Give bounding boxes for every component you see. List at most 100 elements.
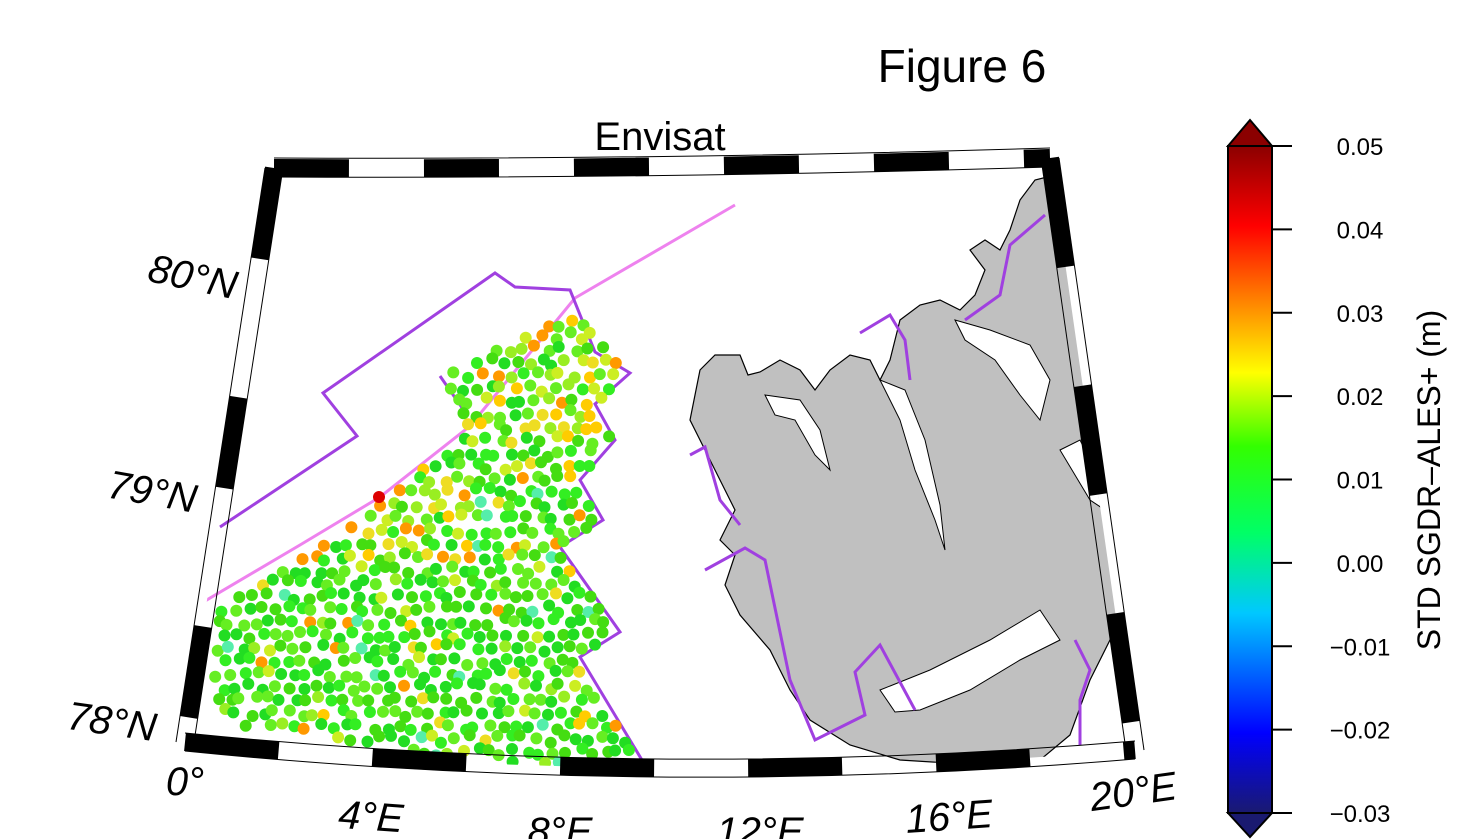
data-point xyxy=(414,678,426,691)
data-point xyxy=(572,434,585,447)
data-point xyxy=(465,528,478,541)
data-point xyxy=(395,536,408,548)
data-point xyxy=(513,495,526,508)
data-point xyxy=(281,629,294,642)
data-point xyxy=(362,694,375,707)
data-point xyxy=(264,644,276,657)
data-point xyxy=(415,731,428,744)
data-point xyxy=(484,566,497,579)
data-point xyxy=(315,718,328,730)
data-point xyxy=(419,590,432,603)
data-point xyxy=(379,561,392,573)
data-point xyxy=(480,527,493,540)
data-point xyxy=(323,671,336,683)
data-point xyxy=(285,615,298,628)
data-point xyxy=(530,679,542,692)
data-point xyxy=(333,679,346,692)
data-point xyxy=(382,538,395,551)
data-point xyxy=(521,590,534,602)
data-point xyxy=(408,628,421,640)
data-point xyxy=(491,729,504,742)
data-point xyxy=(418,484,431,497)
data-point xyxy=(211,644,224,657)
region-outline-mid xyxy=(689,444,742,526)
region-outline-southeast xyxy=(1073,639,1092,745)
data-point xyxy=(317,554,330,567)
data-point xyxy=(228,682,241,695)
data-point xyxy=(479,463,492,476)
data-point xyxy=(471,383,484,396)
data-point xyxy=(543,599,556,612)
data-point xyxy=(304,603,317,616)
data-point xyxy=(371,682,384,695)
data-point xyxy=(557,421,570,434)
lat-label-78: 78°N xyxy=(64,694,159,750)
data-point xyxy=(437,550,449,563)
data-point xyxy=(293,654,306,667)
data-point xyxy=(513,729,526,742)
data-point xyxy=(421,548,434,561)
data-point xyxy=(523,693,536,706)
data-point xyxy=(584,444,597,457)
data-point xyxy=(474,417,487,430)
colorbar-tick-label: 0.01 xyxy=(1337,468,1384,495)
data-point xyxy=(471,357,483,369)
data-point xyxy=(375,591,388,604)
data-point xyxy=(564,326,577,339)
data-point xyxy=(266,573,279,586)
data-point xyxy=(394,665,407,678)
colorbar-tick-label: −0.03 xyxy=(1330,801,1391,828)
data-point xyxy=(215,605,228,618)
data-point xyxy=(412,524,425,537)
data-point xyxy=(507,667,520,680)
data-point xyxy=(577,354,590,367)
data-point xyxy=(532,366,544,379)
data-point xyxy=(486,629,499,642)
data-point xyxy=(218,684,231,697)
data-point xyxy=(441,525,454,537)
data-point xyxy=(368,564,381,577)
data-point xyxy=(455,508,468,521)
data-point xyxy=(575,642,588,655)
data-point xyxy=(440,592,453,604)
data-point xyxy=(446,560,459,573)
data-point xyxy=(454,616,467,629)
fjord-2 xyxy=(764,394,831,472)
data-point xyxy=(462,600,475,613)
data-point xyxy=(483,482,496,494)
data-point xyxy=(473,631,486,643)
data-point xyxy=(574,410,587,423)
data-point xyxy=(480,667,493,680)
data-point xyxy=(262,665,275,678)
data-point xyxy=(544,422,557,435)
data-point xyxy=(346,626,359,639)
data-point xyxy=(423,625,436,638)
data-point xyxy=(255,656,268,669)
lon-label-16e: 16°E xyxy=(904,792,995,839)
data-point xyxy=(557,628,570,641)
data-point xyxy=(373,730,386,743)
data-point xyxy=(538,474,551,487)
data-point xyxy=(233,591,246,604)
data-point xyxy=(469,619,482,632)
colorbar: 0.050.040.030.020.010.00−0.01−0.02−0.03 … xyxy=(1225,118,1447,839)
data-point xyxy=(499,587,512,600)
data-point xyxy=(543,344,556,357)
data-point xyxy=(402,567,415,579)
data-point xyxy=(288,720,301,733)
data-point xyxy=(303,593,316,606)
data-point xyxy=(355,560,368,573)
data-point xyxy=(450,600,463,613)
data-point-max xyxy=(373,491,385,503)
data-point xyxy=(551,430,564,443)
data-point xyxy=(461,659,474,671)
data-point xyxy=(622,744,635,756)
data-point xyxy=(527,394,540,407)
data-point xyxy=(500,683,513,696)
data-point xyxy=(519,510,532,523)
data-point xyxy=(448,652,461,665)
data-point xyxy=(221,640,234,653)
data-point xyxy=(404,723,417,736)
data-point xyxy=(269,603,282,616)
lat-label-80: 80°N xyxy=(144,246,241,308)
